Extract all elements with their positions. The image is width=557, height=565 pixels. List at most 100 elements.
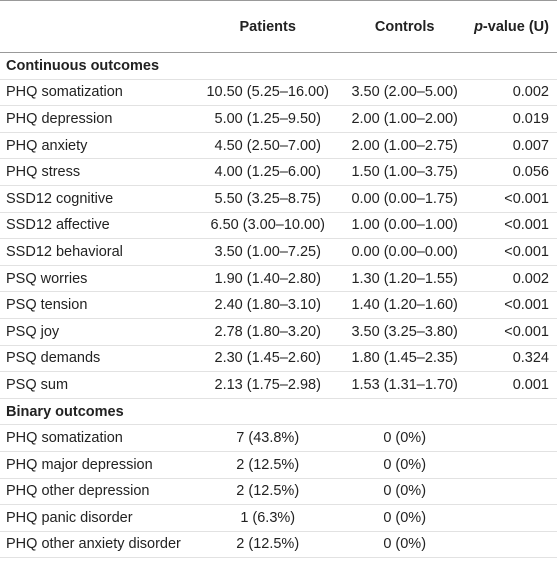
table-body: Continuous outcomes PHQ somatization 10.50… bbox=[0, 52, 557, 559]
cell: 4.00 (1.25–6.00) bbox=[194, 158, 342, 186]
row-label: SSD12 cognitive bbox=[0, 185, 195, 213]
cell: 7 (43.8%) bbox=[194, 424, 342, 452]
cell: 0 (0%) bbox=[341, 424, 469, 452]
data-row: PHQ major depression 2 (12.5%) 0 (0%) bbox=[0, 451, 557, 479]
section-row: Binary outcomes bbox=[0, 398, 557, 426]
cell: 1 (6.3%) bbox=[194, 504, 342, 532]
cell: 0.056 bbox=[468, 158, 557, 186]
cell: 0.002 bbox=[468, 265, 557, 293]
cell bbox=[468, 451, 557, 479]
row-label: PHQ major depression bbox=[0, 451, 195, 479]
row-label: PHQ other anxiety disorder bbox=[0, 531, 195, 559]
cell bbox=[468, 478, 557, 506]
cell: <0.001 bbox=[468, 185, 557, 213]
cell bbox=[468, 504, 557, 532]
cell: <0.001 bbox=[468, 238, 557, 266]
data-row: PSQ tension 2.40 (1.80–3.10) 1.40 (1.20–1.… bbox=[0, 291, 557, 319]
data-row: PHQ somatization 7 (43.8%) 0 (0%) bbox=[0, 424, 557, 452]
cell: 3.50 (3.25–3.80) bbox=[341, 318, 469, 346]
data-row: PHQ anxiety 4.50 (2.50–7.00) 2.00 (1.00–2.… bbox=[0, 132, 557, 160]
cell: 0.00 (0.00–0.00) bbox=[341, 238, 469, 266]
row-label: PSQ worries bbox=[0, 265, 195, 293]
row-label: PHQ somatization bbox=[0, 424, 195, 452]
table-header: Patients Controls p-value (U) bbox=[0, 0, 557, 53]
data-row: PHQ panic disorder 1 (6.3%) 0 (0%) bbox=[0, 504, 557, 532]
data-row: PSQ worries 1.90 (1.40–2.80) 1.30 (1.20–1.… bbox=[0, 265, 557, 293]
data-row: PSQ demands 2.30 (1.45–2.60) 1.80 (1.45–2.… bbox=[0, 345, 557, 373]
row-label: PHQ anxiety bbox=[0, 132, 195, 160]
data-row: SSD12 affective 6.50 (3.00–10.00) 1.00 (0.… bbox=[0, 212, 557, 240]
cell: 0.324 bbox=[468, 345, 557, 373]
cell: 1.80 (1.45–2.35) bbox=[341, 345, 469, 373]
row-label: PHQ stress bbox=[0, 158, 195, 186]
cell: 3.50 (2.00–5.00) bbox=[341, 79, 469, 107]
data-row: SSD12 behavioral 3.50 (1.00–7.25) 0.00 (0.… bbox=[0, 238, 557, 266]
row-label: PHQ depression bbox=[0, 105, 195, 133]
cell: 2.13 (1.75–2.98) bbox=[194, 371, 342, 399]
cell: 0.019 bbox=[468, 105, 557, 133]
section-row: Continuous outcomes bbox=[0, 52, 557, 80]
cell: 1.00 (0.00–1.00) bbox=[341, 212, 469, 240]
data-row: PHQ other anxiety disorder 2 (12.5%) 0 (0%… bbox=[0, 531, 557, 559]
cell: 2.00 (1.00–2.00) bbox=[341, 105, 469, 133]
row-label: PHQ other depression bbox=[0, 478, 195, 506]
cell: 2.78 (1.80–3.20) bbox=[194, 318, 342, 346]
data-row: SSD12 cognitive 5.50 (3.25–8.75) 0.00 (0.0… bbox=[0, 185, 557, 213]
cell: <0.001 bbox=[468, 212, 557, 240]
header-cell: Controls bbox=[341, 0, 469, 53]
data-row: PHQ stress 4.00 (1.25–6.00) 1.50 (1.00–3.7… bbox=[0, 158, 557, 186]
cell: 6.50 (3.00–10.00) bbox=[194, 212, 342, 240]
cell: 1.40 (1.20–1.60) bbox=[341, 291, 469, 319]
header-row: Patients Controls p-value (U) bbox=[0, 0, 557, 53]
header-text: -value (U) bbox=[482, 18, 549, 35]
header-cell: p-value (U) bbox=[468, 0, 557, 53]
section-title: Binary outcomes bbox=[0, 398, 557, 426]
data-row: PHQ depression 5.00 (1.25–9.50) 2.00 (1.00… bbox=[0, 105, 557, 133]
cell: 2 (12.5%) bbox=[194, 451, 342, 479]
cell bbox=[468, 424, 557, 452]
cell: <0.001 bbox=[468, 291, 557, 319]
header-italic: p bbox=[474, 18, 483, 35]
data-row: PHQ other depression 2 (12.5%) 0 (0%) bbox=[0, 478, 557, 506]
cell: 1.53 (1.31–1.70) bbox=[341, 371, 469, 399]
data-row: PHQ somatization 10.50 (5.25–16.00) 3.50 (… bbox=[0, 79, 557, 107]
row-label: PSQ demands bbox=[0, 345, 195, 373]
cell: 2 (12.5%) bbox=[194, 531, 342, 559]
cell: 1.50 (1.00–3.75) bbox=[341, 158, 469, 186]
row-label: SSD12 behavioral bbox=[0, 238, 195, 266]
cell: 2 (12.5%) bbox=[194, 478, 342, 506]
cell: 2.40 (1.80–3.10) bbox=[194, 291, 342, 319]
row-label: SSD12 affective bbox=[0, 212, 195, 240]
row-label: PSQ tension bbox=[0, 291, 195, 319]
cell: 5.50 (3.25–8.75) bbox=[194, 185, 342, 213]
cell: 5.00 (1.25–9.50) bbox=[194, 105, 342, 133]
cell: 0.00 (0.00–1.75) bbox=[341, 185, 469, 213]
cell: 1.30 (1.20–1.55) bbox=[341, 265, 469, 293]
cell: 1.90 (1.40–2.80) bbox=[194, 265, 342, 293]
row-label: PSQ joy bbox=[0, 318, 195, 346]
cell: 0 (0%) bbox=[341, 531, 469, 559]
cell: 10.50 (5.25–16.00) bbox=[194, 79, 342, 107]
cell bbox=[468, 531, 557, 559]
cell: 2.00 (1.00–2.75) bbox=[341, 132, 469, 160]
row-label: PHQ somatization bbox=[0, 79, 195, 107]
section-title: Continuous outcomes bbox=[0, 52, 557, 80]
cell: 3.50 (1.00–7.25) bbox=[194, 238, 342, 266]
header-cell bbox=[0, 0, 195, 53]
cell: 0 (0%) bbox=[341, 451, 469, 479]
cell: 2.30 (1.45–2.60) bbox=[194, 345, 342, 373]
data-row: PSQ sum 2.13 (1.75–2.98) 1.53 (1.31–1.70) 0… bbox=[0, 371, 557, 399]
data-row: PSQ joy 2.78 (1.80–3.20) 3.50 (3.25–3.80) <… bbox=[0, 318, 557, 346]
row-label: PSQ sum bbox=[0, 371, 195, 399]
cell: 0.001 bbox=[468, 371, 557, 399]
cell: 0.002 bbox=[468, 79, 557, 107]
cell: 0.007 bbox=[468, 132, 557, 160]
cell: 0 (0%) bbox=[341, 504, 469, 532]
row-label: PHQ panic disorder bbox=[0, 504, 195, 532]
cell: 0 (0%) bbox=[341, 478, 469, 506]
cell: <0.001 bbox=[468, 318, 557, 346]
header-cell: Patients bbox=[194, 0, 342, 53]
cell: 4.50 (2.50–7.00) bbox=[194, 132, 342, 160]
